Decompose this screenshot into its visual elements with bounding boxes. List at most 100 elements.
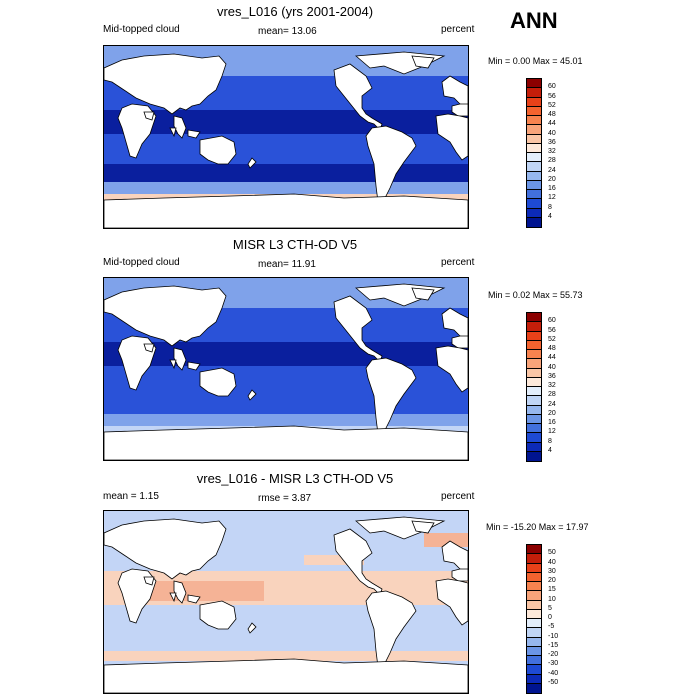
colorbar-tick-label: 20 [548,577,556,584]
continent-outline [104,658,468,693]
continent-outline [333,295,383,363]
panel-1-mean: mean= 13.06 [258,26,317,37]
colorbar-tick-label: -30 [548,660,559,668]
colorbar-swatch [527,424,541,434]
colorbar-tick-label: 8 [548,437,552,445]
colorbar-swatch [527,387,541,397]
colorbar-swatch [527,208,541,218]
colorbar-swatch [527,554,541,564]
colorbar-tick-label: 12 [548,428,556,436]
colorbar-swatch [527,134,541,144]
colorbar-swatch [527,451,541,461]
continent-outline [333,528,383,596]
panel-3-colorbar [526,544,542,694]
panel-1-map [103,45,469,229]
continent-outline [187,129,201,139]
colorbar-swatch [527,340,541,350]
colorbar-tick-label: 36 [548,138,556,146]
continent-outline [173,347,187,371]
continent-outline [169,359,177,370]
colorbar-swatch [527,162,541,172]
colorbar-swatch [527,190,541,200]
panel-2-colorbar [526,312,542,462]
continent-outline [187,361,201,371]
panel-1-units: percent [441,24,475,35]
colorbar-swatch [527,656,541,666]
colorbar-swatch [527,153,541,163]
colorbar-tick-label: 28 [548,391,556,399]
colorbar-swatch [527,359,541,369]
panel-1-minmax: Min = 0.00 Max = 45.01 [488,56,583,66]
colorbar-tick-label: 20 [548,175,556,183]
colorbar-swatch [527,180,541,190]
season-label: ANN [510,8,558,33]
colorbar-swatch [527,563,541,573]
panel-3-units: percent [441,491,475,502]
continent-outline [441,307,468,339]
colorbar-swatch [527,171,541,181]
colorbar-swatch [527,97,541,107]
continent-outline [143,576,155,586]
continent-outline [169,592,177,603]
colorbar-swatch [527,106,541,116]
continent-outline [441,540,468,572]
colorbar-swatch [527,609,541,619]
map-field-band [104,110,468,134]
continent-outline [199,600,237,630]
colorbar-tick-label: 10 [548,595,556,603]
continent-outline [143,343,155,353]
continent-outline [435,113,468,161]
continent-outline [451,103,468,117]
colorbar-tick-label: 48 [548,111,556,118]
map-field-band [304,555,364,565]
colorbar-tick-label: 5 [548,604,552,612]
colorbar-tick-label: 56 [548,326,556,334]
colorbar-tick-label: 8 [548,203,552,211]
colorbar-tick-label: 50 [548,549,556,557]
colorbar-swatch [527,414,541,424]
colorbar-swatch [527,628,541,638]
colorbar-swatch [527,683,541,693]
colorbar-tick-label: 16 [548,185,556,192]
colorbar-swatch [527,674,541,684]
map-field-band [424,533,468,547]
continent-outline [104,53,227,115]
colorbar-swatch [527,143,541,153]
colorbar-tick-label: 56 [548,92,556,100]
colorbar-tick-label: -15 [548,641,559,649]
map-field-band [104,164,468,182]
continent-outline [143,111,155,121]
colorbar-swatch [527,350,541,360]
colorbar-swatch [527,313,541,323]
colorbar-tick-label: 40 [548,363,556,371]
colorbar-tick-label: 12 [548,194,556,202]
colorbar-tick-label: 30 [548,567,556,575]
colorbar-tick-label: 20 [548,409,556,417]
colorbar-tick-label: 24 [548,400,556,408]
colorbar-swatch [527,125,541,135]
continent-outline [104,193,468,228]
colorbar-tick-label: 36 [548,372,556,380]
continent-outline [411,520,435,534]
continent-outline [365,125,417,203]
continent-outline [411,55,435,69]
panel-3-title: vres_L016 - MISR L3 CTH-OD V5 [196,471,394,486]
colorbar-tick-label: 52 [548,335,556,343]
colorbar-tick-label: 40 [548,558,556,566]
panel-2-map [103,277,469,461]
continent-outline [199,367,237,397]
colorbar-swatch [527,637,541,647]
colorbar-tick-label: 32 [548,148,556,155]
colorbar-swatch [527,591,541,601]
panel-1-title: vres_L016 (yrs 2001-2004) [216,4,374,19]
map-1-svg [104,46,468,228]
colorbar-swatch [527,405,541,415]
colorbar-tick-label: 16 [548,419,556,426]
colorbar-swatch [527,646,541,656]
continent-outline [247,157,257,169]
continent-outline [104,518,227,580]
colorbar-tick-label: 44 [548,354,556,362]
map-field-band [104,396,468,414]
colorbar-swatch [527,322,541,332]
colorbar-swatch [527,433,541,443]
